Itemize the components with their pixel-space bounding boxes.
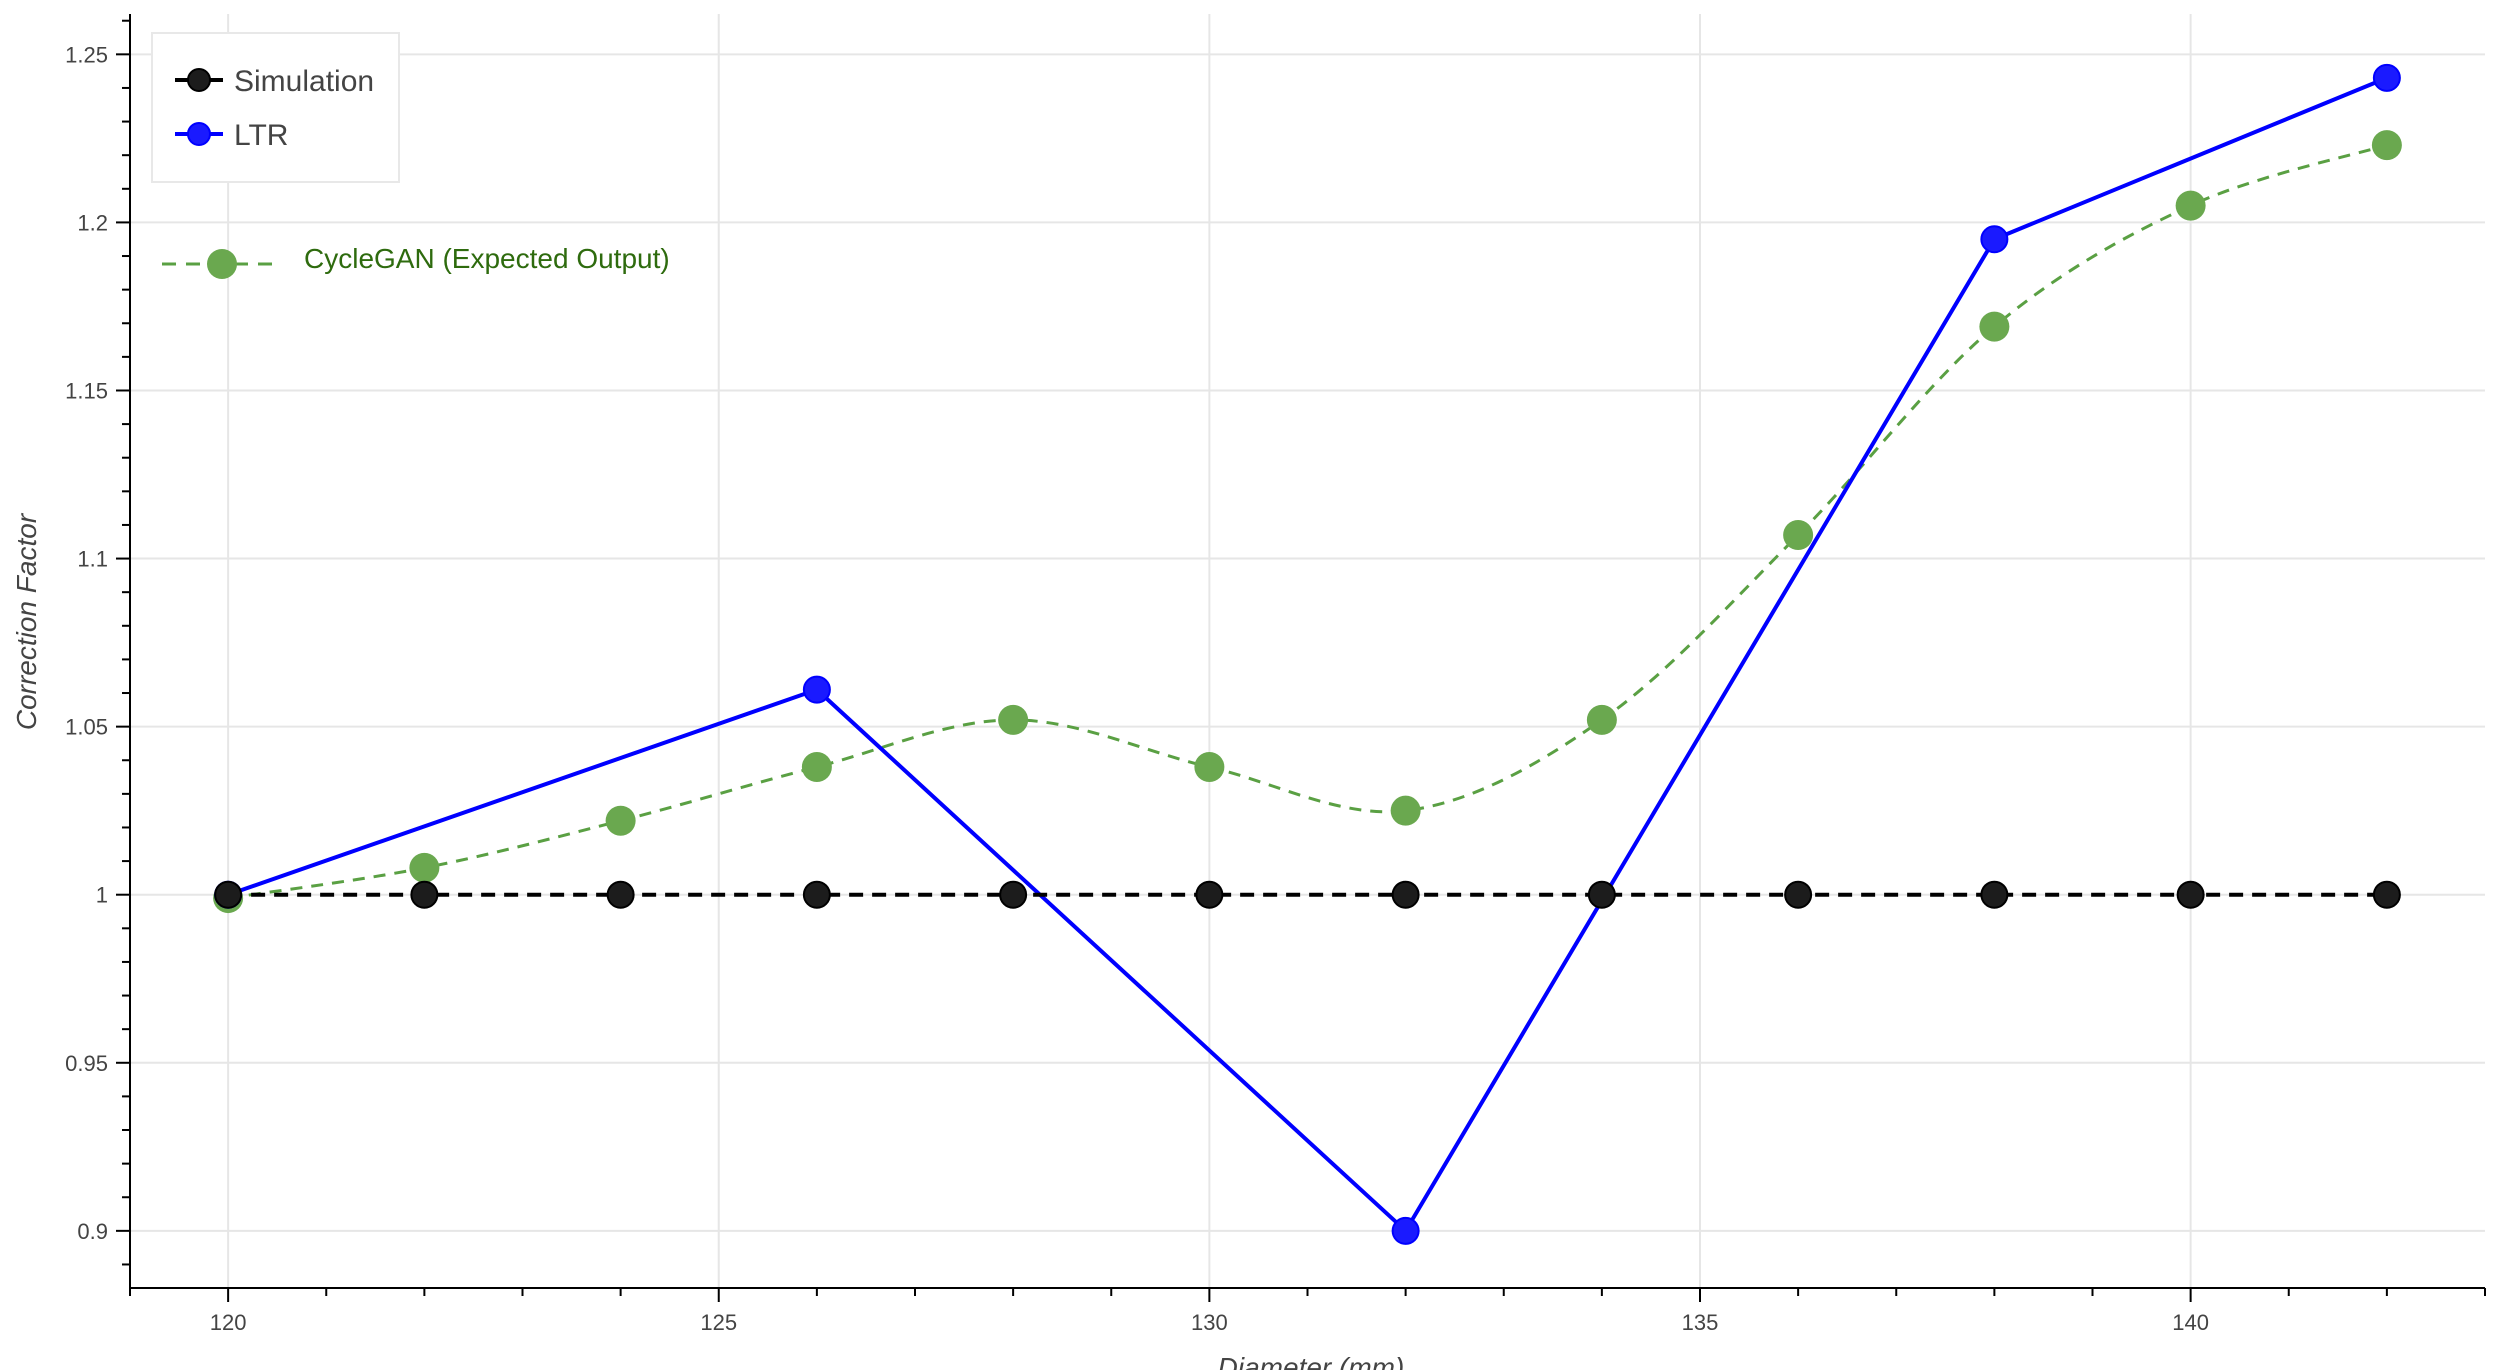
simulation-point	[2176, 880, 2205, 909]
simulation-point	[1195, 880, 1224, 909]
x-axis-title: Diameter (mm)	[1218, 1352, 1405, 1370]
legend-simulation-marker	[187, 68, 211, 92]
annotation-label: CycleGAN (Expected Output)	[304, 243, 670, 274]
simulation-point	[1587, 880, 1616, 909]
ltr-point	[2372, 63, 2401, 92]
axes: 120 125 130 135 140 0.9 0.95 1 1.05 1.1 1.15 1.2 1.2…	[65, 14, 2486, 1335]
cyclegan-expected-output-point	[998, 704, 1029, 735]
cyclegan-annotation: CycleGAN (Expected Output)	[162, 243, 670, 279]
y-tick-label: 0.9	[77, 1219, 108, 1244]
legend: Simulation LTR	[151, 32, 400, 183]
ltr-point	[1980, 225, 2009, 254]
simulation-point	[410, 880, 439, 909]
cyclegan-expected-output-point	[1586, 704, 1617, 735]
legend-box	[151, 32, 400, 183]
y-tick-label: 1.25	[65, 42, 108, 67]
grid	[130, 14, 2485, 1288]
y-tick-label: 1.15	[65, 378, 108, 403]
x-tick-label: 130	[1191, 1310, 1228, 1335]
simulation-point	[606, 880, 635, 909]
simulation-point	[1391, 880, 1420, 909]
series-layer	[213, 63, 2402, 1245]
cyclegan-expected-output-point	[409, 852, 440, 883]
y-tick-label: 1.1	[77, 547, 108, 572]
x-tick-label: 135	[1682, 1310, 1719, 1335]
cyclegan-expected-output-point	[2371, 130, 2402, 161]
ltr-point	[1391, 1216, 1420, 1245]
simulation-point	[1980, 880, 2009, 909]
y-tick-label: 1.05	[65, 715, 108, 740]
cyclegan-expected-output-point	[605, 805, 636, 836]
legend-simulation-label: Simulation	[234, 65, 374, 98]
annotation-marker	[207, 249, 237, 279]
cyclegan-expected-output-point	[1783, 520, 1814, 551]
cyclegan-expected-output-point	[1979, 311, 2010, 342]
ltr-point	[802, 675, 831, 704]
y-axis-title: Correction Factor	[11, 512, 42, 730]
simulation-point	[802, 880, 831, 909]
legend-ltr-marker	[187, 122, 211, 146]
simulation-point	[2372, 880, 2401, 909]
simulation-point	[214, 880, 243, 909]
cyclegan-expected-output-point	[2175, 190, 2206, 221]
simulation-point	[1784, 880, 1813, 909]
y-tick-label: 1.2	[77, 210, 108, 235]
x-tick-label: 140	[2172, 1310, 2209, 1335]
x-tick-label: 125	[700, 1310, 737, 1335]
legend-ltr-label: LTR	[234, 119, 288, 152]
cyclegan-expected-output-point	[1390, 795, 1421, 826]
cyclegan-expected-output-point	[801, 751, 832, 782]
y-tick-label: 0.95	[65, 1051, 108, 1076]
simulation-point	[999, 880, 1028, 909]
x-tick-label: 120	[210, 1310, 247, 1335]
cyclegan-expected-output-point	[1194, 751, 1225, 782]
y-tick-label: 1	[96, 883, 108, 908]
